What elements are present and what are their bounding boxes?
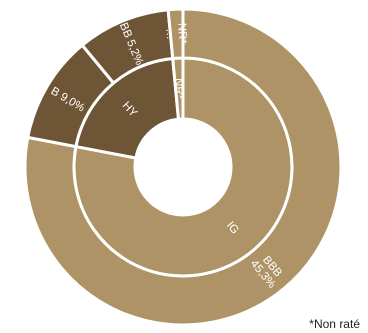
outer-ring	[23, 7, 343, 327]
outer-slice-nr	[166, 7, 185, 61]
footnote: *Non raté	[309, 317, 360, 331]
outer-label-nr: NR*…	[163, 23, 188, 46]
inner-label-nr: NR*	[172, 78, 185, 100]
inner-label-ig: IG	[224, 220, 241, 237]
outer-slice-bbb	[23, 7, 343, 327]
